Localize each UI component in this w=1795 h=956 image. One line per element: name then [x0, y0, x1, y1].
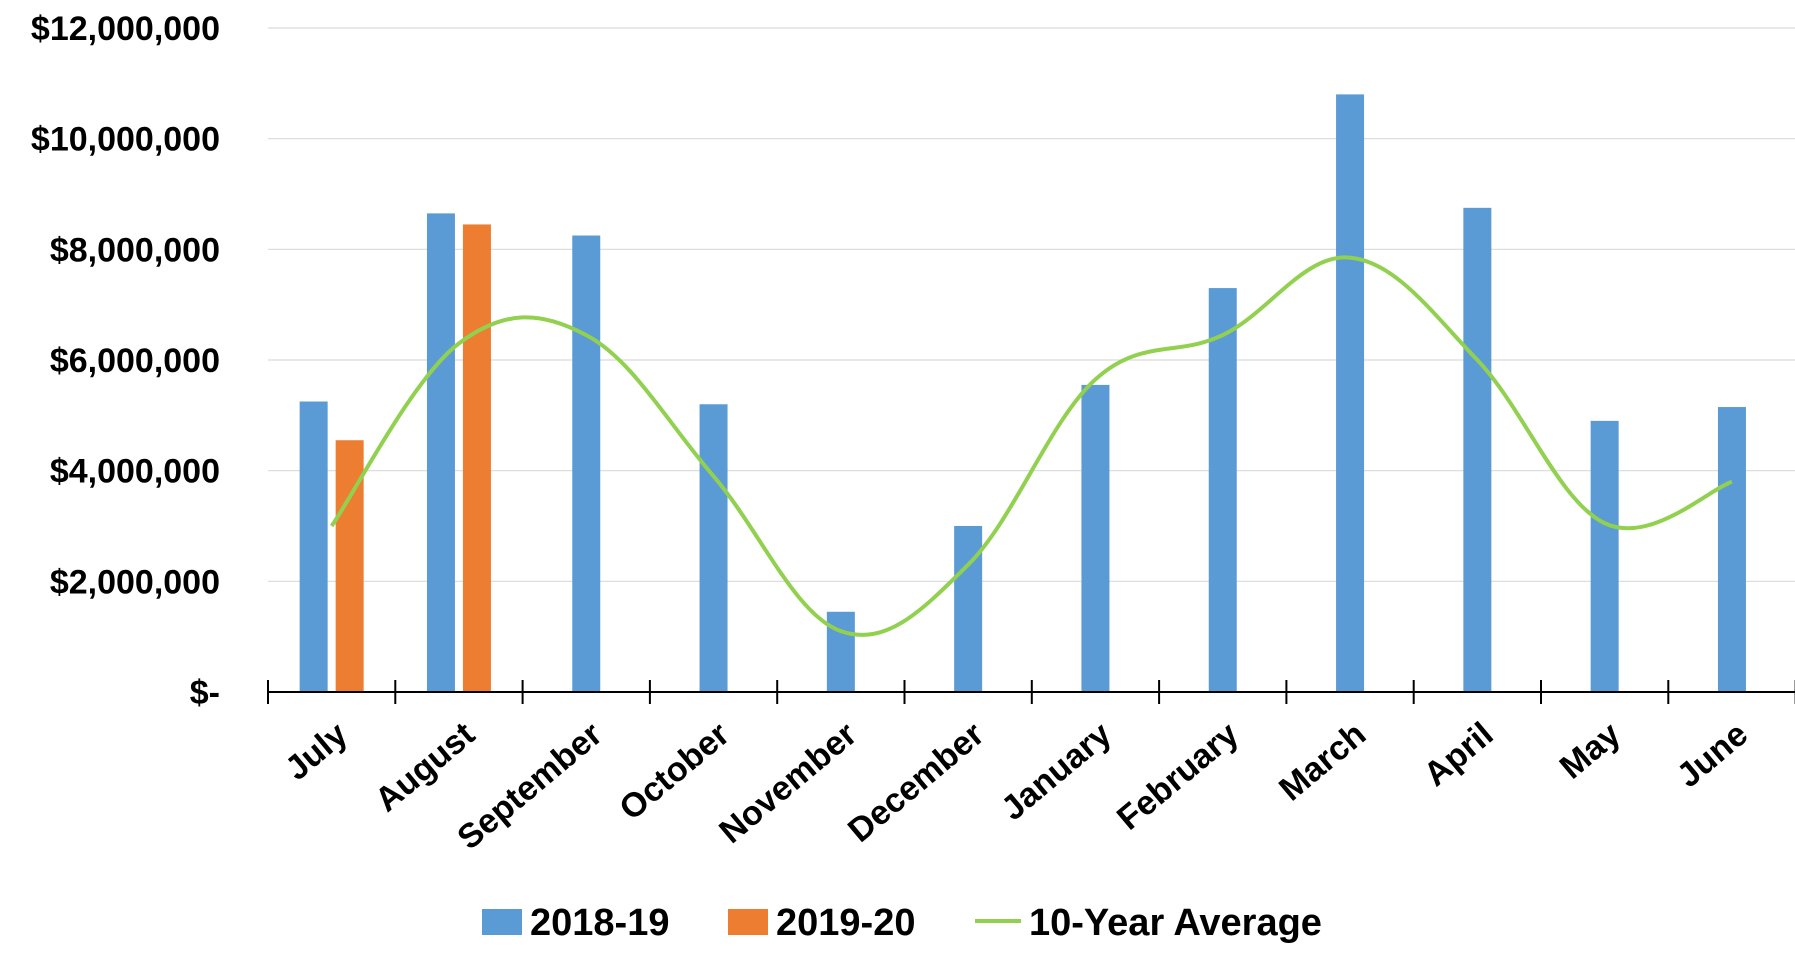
x-tick-label: March — [1272, 715, 1373, 808]
y-tick-label: $8,000,000 — [50, 231, 220, 269]
legend: 2018-19 2019-20 10-Year Average — [482, 902, 1322, 944]
x-tick-label: November — [712, 715, 864, 851]
bar-2018-19-june — [1717, 407, 1746, 692]
bar-2018-19-december — [954, 526, 983, 692]
y-axis-tick-labels: $- $2,000,000 $4,000,000 $6,000,000 $8,000,0… — [31, 10, 220, 712]
bar-2018-19-april — [1463, 207, 1492, 693]
y-tick-label: $2,000,000 — [50, 563, 220, 601]
bar-2018-19-february — [1208, 288, 1237, 692]
bar-2018-19-august — [426, 213, 455, 692]
bar-2018-19-may — [1590, 420, 1619, 692]
bar-2018-19-november — [826, 611, 855, 692]
legend-swatch-2018-19 — [482, 909, 522, 935]
legend-label-2019-20: 2019-20 — [776, 902, 915, 944]
bar-2018-19-january — [1081, 384, 1110, 692]
bar-2018-19-september — [572, 235, 601, 692]
x-tick-label: May — [1553, 715, 1628, 787]
x-tick-label: October — [612, 715, 736, 828]
line-10-year-average — [330, 255, 1733, 637]
legend-swatch-2019-20 — [728, 909, 768, 935]
x-tick-label: April — [1417, 715, 1501, 794]
gridlines — [268, 27, 1795, 582]
y-tick-label: $4,000,000 — [50, 453, 220, 491]
bars — [299, 94, 1746, 693]
bar-2018-19-july — [299, 401, 328, 692]
legend-label-2018-19: 2018-19 — [530, 902, 669, 944]
legend-label-10-year-average: 10-Year Average — [1029, 902, 1322, 944]
x-tick-label: January — [994, 715, 1118, 828]
x-tick-label: August — [368, 715, 482, 819]
y-tick-label: $10,000,000 — [31, 121, 220, 159]
bar-2019-20-august — [462, 224, 491, 692]
x-axis — [267, 680, 1795, 704]
y-tick-label: $6,000,000 — [50, 342, 220, 380]
x-tick-label: February — [1110, 715, 1246, 838]
x-tick-label: June — [1670, 715, 1755, 795]
bar-2018-19-march — [1336, 94, 1365, 692]
y-tick-label: $- — [190, 674, 220, 712]
bar-2018-19-october — [699, 404, 728, 692]
x-tick-label: July — [278, 715, 355, 788]
y-tick-label: $12,000,000 — [31, 10, 220, 48]
x-tick-label: December — [841, 715, 991, 850]
